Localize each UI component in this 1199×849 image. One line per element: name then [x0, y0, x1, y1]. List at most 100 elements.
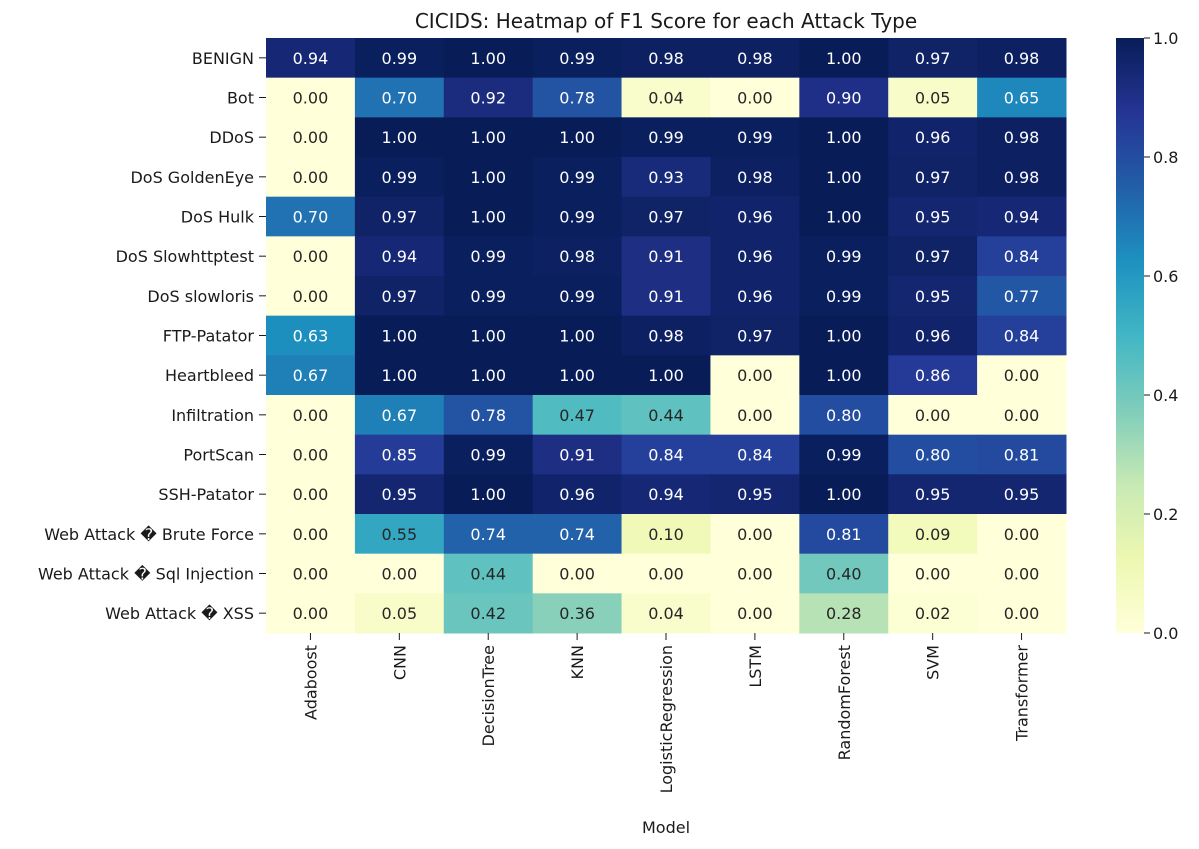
cell-value-label: 0.97: [648, 208, 684, 227]
heatmap-cell: [710, 474, 800, 515]
heatmap-cell: [710, 434, 800, 475]
cell-value-label: 0.98: [1004, 49, 1040, 68]
cell-value-label: 1.00: [648, 366, 684, 385]
cell-value-label: 0.04: [648, 89, 684, 108]
cell-value-label: 0.77: [1004, 287, 1040, 306]
cell-value-label: 0.00: [293, 89, 329, 108]
colorbar-gradient: [1116, 38, 1144, 633]
heatmap-cell: [799, 276, 889, 317]
heatmap-cell: [266, 315, 356, 356]
row-labels: BENIGN Bot DDoS DoS GoldenEye DoS Hulk DoS Sl…: [38, 49, 266, 623]
heatmap-cell: [888, 236, 978, 277]
cell-value-label: 0.00: [737, 525, 773, 544]
cell-value-label: 0.81: [826, 525, 862, 544]
cell-value-label: 0.98: [1004, 128, 1040, 147]
heatmap-cell: [354, 395, 445, 436]
cell-value-label: 0.97: [382, 287, 418, 306]
heatmap-cell: [532, 117, 623, 158]
cell-value-label: 0.94: [293, 49, 329, 68]
cell-value-label: 0.97: [382, 208, 418, 227]
row-label-ssh-patator: SSH-Patator: [158, 485, 254, 504]
heatmap-cell: [710, 38, 800, 79]
heatmap-cell: [977, 315, 1067, 356]
cell-value-label: 0.00: [1004, 406, 1040, 425]
heatmap-cell: [354, 514, 445, 555]
heatmap-cell: [977, 593, 1067, 634]
row-label-ftp-patator: FTP-Patator: [163, 327, 255, 346]
cell-value-label: 0.99: [470, 287, 506, 306]
cell-value-label: 0.97: [915, 49, 951, 68]
heatmap-cell: [799, 38, 889, 79]
cell-value-label: 0.99: [737, 128, 773, 147]
cell-value-label: 0.96: [737, 287, 773, 306]
cell-value-label: 0.00: [1004, 604, 1040, 623]
heatmap-cell: [621, 434, 711, 475]
cell-value-label: 0.99: [559, 49, 595, 68]
heatmap-cell: [888, 117, 978, 158]
heatmap-cell: [443, 117, 534, 158]
heatmap-cell: [977, 276, 1067, 317]
colorbar-tick-label: 0.2: [1153, 505, 1178, 524]
heatmap-cell: [354, 434, 445, 475]
cell-value-label: 0.74: [470, 525, 506, 544]
heatmap-cell: [799, 593, 889, 634]
cell-value-label: 1.00: [382, 128, 418, 147]
heatmap-cell: [710, 553, 800, 594]
cell-value-label: 0.63: [293, 327, 329, 346]
cell-value-label: 0.96: [559, 485, 595, 504]
row-label-benign: BENIGN: [192, 49, 254, 68]
cell-value-label: 0.97: [915, 168, 951, 187]
cell-value-label: 1.00: [470, 49, 506, 68]
heatmap-cell: [888, 553, 978, 594]
cell-value-label: 0.00: [293, 406, 329, 425]
heatmap-cell: [354, 355, 445, 396]
cell-value-label: 0.47: [559, 406, 595, 425]
heatmap-cell: [799, 117, 889, 158]
cell-value-label: 0.98: [1004, 168, 1040, 187]
cell-value-label: 0.91: [648, 287, 684, 306]
row-label-portscan: PortScan: [183, 446, 254, 465]
heatmap-cell: [443, 593, 534, 634]
cell-value-label: 0.00: [293, 604, 329, 623]
heatmap-cell: [354, 236, 445, 277]
heatmap-cell: [710, 276, 800, 317]
row-label-web-attack-sql-injection: Web Attack � Sql Injection: [38, 565, 254, 584]
heatmap-cell: [266, 593, 356, 634]
cell-value-label: 1.00: [826, 366, 862, 385]
cell-value-label: 0.99: [826, 287, 862, 306]
cell-value-label: 0.00: [737, 89, 773, 108]
cell-value-label: 0.96: [915, 327, 951, 346]
row-label-infiltration: Infiltration: [171, 406, 254, 425]
cell-value-label: 0.99: [559, 287, 595, 306]
cell-value-label: 0.90: [826, 89, 862, 108]
cell-value-label: 0.00: [382, 565, 418, 584]
cell-value-label: 1.00: [559, 327, 595, 346]
heatmap-cell: [977, 117, 1067, 158]
cell-value-label: 0.00: [293, 446, 329, 465]
cell-value-label: 0.00: [1004, 565, 1040, 584]
row-label-heartbleed: Heartbleed: [165, 366, 254, 385]
heatmap-cell: [621, 514, 711, 555]
cell-value-label: 0.95: [737, 485, 773, 504]
heatmap-cell: [799, 157, 889, 198]
cell-value-label: 1.00: [826, 128, 862, 147]
col-label-adaboost: Adaboost: [301, 645, 320, 720]
heatmap-cell: [710, 355, 800, 396]
heatmap-cell: [977, 434, 1067, 475]
cell-value-label: 0.05: [382, 604, 418, 623]
cell-value-label: 0.95: [915, 208, 951, 227]
heatmap-cell: [888, 157, 978, 198]
heatmap-cell: [354, 276, 445, 317]
cell-value-label: 0.99: [382, 49, 418, 68]
heatmap-cell: [710, 117, 800, 158]
heatmap-cell: [443, 196, 534, 237]
heatmap-cell: [443, 514, 534, 555]
heatmap-cell: [354, 315, 445, 356]
col-label-lstm: LSTM: [746, 645, 765, 688]
cell-value-label: 0.93: [648, 168, 684, 187]
heatmap-cell: [888, 276, 978, 317]
heatmap-cell: [354, 553, 445, 594]
heatmap-cell: [799, 196, 889, 237]
heatmap-cell: [977, 395, 1067, 436]
cell-value-label: 0.80: [826, 406, 862, 425]
